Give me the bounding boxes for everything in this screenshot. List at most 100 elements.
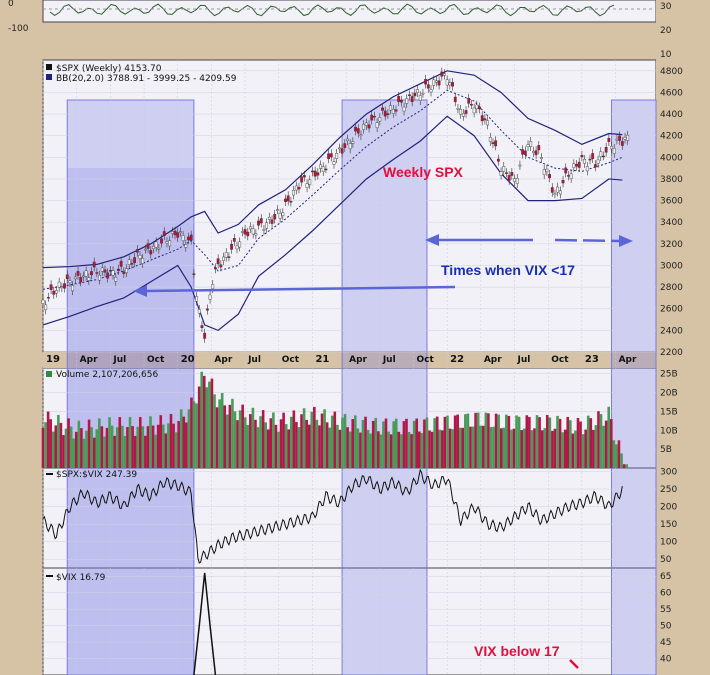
spx-tick-label: 2200 [660,348,683,358]
spx-candle-body [289,201,293,203]
spx-candle-body [429,89,433,93]
spx-candle-body [273,213,277,220]
spx-candle-body [529,141,533,147]
arrow-left-long [144,285,456,293]
panel-spx-bg [42,59,657,353]
volume-bar [62,435,65,468]
volume-bar [44,422,47,468]
x-tick-label: Apr [349,355,367,365]
volume-bar [569,420,572,468]
volume-bar [302,408,306,468]
volume-bar [313,406,316,468]
bb-upper-line [42,70,623,269]
vix-tick-label: 65 [660,572,671,582]
vol-tick-label: 5B [660,445,672,455]
spx-candle-body [558,190,562,195]
spx-candle-body [540,157,543,159]
spx-tick-label: 3200 [660,240,683,250]
spx-candle-body [494,140,498,147]
spx-candle-body [567,175,570,177]
spx-candle-body [143,248,147,251]
spx-candle-body [197,309,201,314]
x-axis-strip [43,352,656,368]
vix-tick-label: 60 [660,589,672,599]
spx-candle-body [281,212,285,217]
spx-candle-body [106,272,110,279]
right-axis-strip [656,0,710,675]
volume-bar [543,428,547,468]
spx-candle-body [480,115,484,122]
spx-candle-body [575,164,578,167]
volume-bar [387,431,390,468]
volume-title: Volume 2,107,206,656 [56,370,158,380]
spx-candle-body [265,222,269,229]
volume-bar [579,421,582,468]
volume-bar [435,416,439,468]
volume-bar [133,435,137,468]
spx-legend: $SPX (Weekly) 4153.70 BB(20,2.0) 3788.91… [46,64,237,84]
x-tick-label: Jul [382,355,396,365]
volume-bar [190,397,193,468]
volume-bar [466,413,470,468]
spx-candle-body [300,176,304,183]
spx-candle-body [114,276,118,282]
volume-bar [197,386,201,468]
spx-candle-body [405,98,409,104]
volume-title-swatch [46,371,52,377]
volume-bar [594,425,598,468]
x-tick-label: Apr [484,355,502,365]
volume-bar [420,433,424,468]
ratio-tick-label: 250 [660,485,677,495]
spx-candle-body [346,138,349,142]
volume-bar [417,431,421,468]
volume-bar [576,417,580,468]
volume-bar [215,407,219,468]
vol-tick-label: 25B [660,370,678,380]
spx-candle-body [486,120,489,126]
spx-candle-body [437,80,441,86]
volume-bar [502,427,506,468]
spx-candle-body [359,134,363,136]
volume-bar [131,426,134,468]
vix-tick-label: 55 [660,605,671,615]
volume-bar [556,415,559,468]
spx-candle-body [381,107,384,111]
spx-candle-body [394,109,398,112]
volume-bar [325,422,329,468]
volume-bar [192,401,196,468]
spx-candle-body [165,241,169,244]
volume-bar [167,423,170,468]
spx-candle-body [416,89,419,93]
volume-bar [528,416,531,468]
volume-bar [164,433,168,468]
volume-bar [82,438,86,468]
spx-candle-body [52,290,56,295]
volume-bar [218,399,221,468]
spx-candle-body [292,190,295,196]
spx-candle-body [367,124,371,129]
volume-bar [566,416,570,468]
spx-candle-body [456,108,460,110]
ratio-tick-label: 50 [660,555,672,565]
volume-bar [113,435,116,468]
volume-bar [179,409,183,468]
volume-bar [397,431,401,468]
spx-candle-body [348,143,352,150]
volume-bar [85,430,88,468]
volume-bar [497,414,500,468]
spx-candle-body [556,186,560,193]
volume-bar [287,429,291,468]
volume-bar [371,420,375,468]
spx-candle-body [227,256,231,258]
spx-candle-body [187,236,190,241]
volume-bar [205,387,209,468]
volume-bar [384,418,388,468]
spx-candle-body [189,234,193,241]
volume-bar [599,414,603,468]
volume-bar [187,409,191,468]
ratio-legend: $SPX:$VIX 247.39 [46,470,137,480]
spx-candle-body [208,294,212,300]
volume-bar [561,432,564,468]
volume-bar [200,371,204,468]
